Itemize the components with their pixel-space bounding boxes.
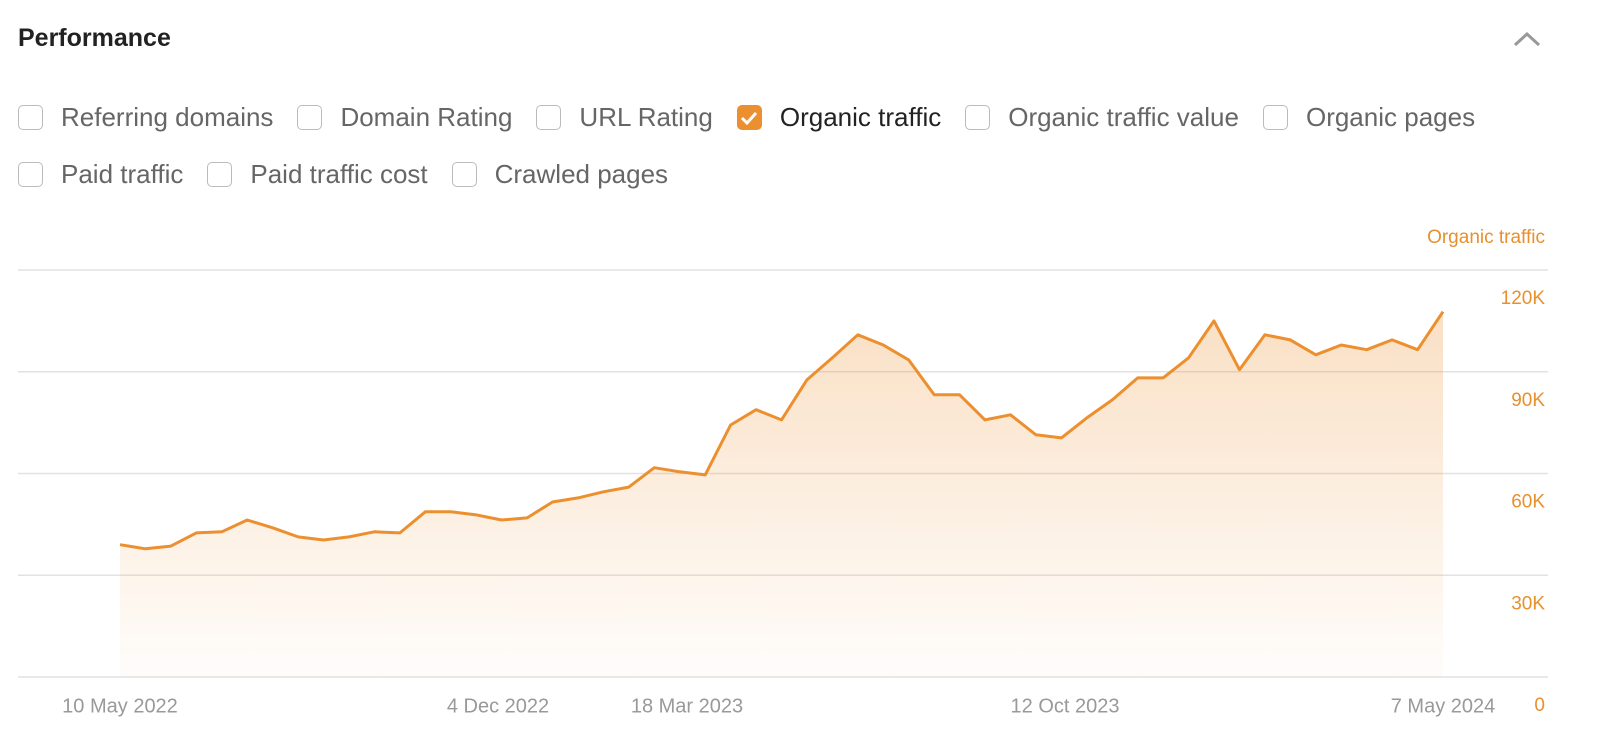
metric-checkbox[interactable]: Organic pages bbox=[1262, 96, 1476, 139]
metric-label: Paid traffic bbox=[61, 159, 184, 189]
y-tick-label: 30K bbox=[1511, 593, 1545, 614]
metric-checkbox[interactable]: Organic traffic bbox=[736, 96, 942, 139]
checkbox[interactable] bbox=[451, 162, 477, 187]
x-tick-label: 4 Dec 2022 bbox=[447, 695, 549, 717]
checkbox[interactable] bbox=[536, 105, 562, 130]
y-tick-label: 90K bbox=[1511, 390, 1545, 411]
metric-checkbox[interactable]: Paid traffic cost bbox=[207, 153, 428, 196]
metric-label: Referring domains bbox=[61, 102, 274, 132]
metric-checkbox[interactable]: Referring domains bbox=[18, 96, 273, 139]
checkbox[interactable] bbox=[1262, 105, 1288, 130]
metric-list: Referring domains Domain Rating URL Rating… bbox=[18, 96, 1578, 196]
metric-checkbox[interactable]: Crawled pages bbox=[451, 153, 669, 196]
metric-checkbox[interactable]: Organic traffic value bbox=[965, 96, 1239, 139]
line bbox=[119, 310, 1445, 551]
metric-label: Crawled pages bbox=[494, 159, 669, 189]
x-tick-label: 7 May 2024 bbox=[1391, 695, 1496, 717]
checkbox[interactable] bbox=[18, 105, 43, 130]
x-tick-label: 10 May 2022 bbox=[62, 695, 178, 717]
x-tick-label: 18 Mar 2023 bbox=[631, 695, 743, 717]
metric-label: Organic traffic bbox=[779, 102, 942, 132]
collapse-button[interactable] bbox=[1512, 28, 1542, 50]
y-tick-label: 60K bbox=[1511, 492, 1545, 513]
section-title: Performance bbox=[18, 24, 171, 52]
metric-checkbox[interactable]: Paid traffic bbox=[18, 153, 183, 196]
y-axis-label: Organic traffic bbox=[1427, 227, 1545, 248]
checkbox[interactable] bbox=[18, 162, 43, 187]
metric-label: Domain Rating bbox=[340, 102, 513, 132]
checkbox[interactable] bbox=[207, 162, 233, 187]
area bbox=[120, 311, 1443, 677]
metric-checkbox[interactable]: URL Rating bbox=[536, 96, 713, 139]
metric-label: Paid traffic cost bbox=[250, 159, 428, 189]
checkbox[interactable] bbox=[297, 105, 323, 130]
check-mark bbox=[741, 111, 758, 125]
checkbox[interactable] bbox=[965, 105, 991, 130]
y-tick-label: 0 bbox=[1534, 695, 1545, 716]
metric-label: Organic pages bbox=[1305, 102, 1476, 132]
metric-label: Organic traffic value bbox=[1008, 102, 1239, 132]
metric-checkbox[interactable]: Domain Rating bbox=[297, 96, 512, 139]
y-tick-label: 120K bbox=[1501, 288, 1546, 309]
checkbox[interactable] bbox=[736, 105, 762, 130]
x-tick-label: 12 Oct 2023 bbox=[1011, 695, 1120, 717]
metric-label: URL Rating bbox=[579, 102, 713, 132]
